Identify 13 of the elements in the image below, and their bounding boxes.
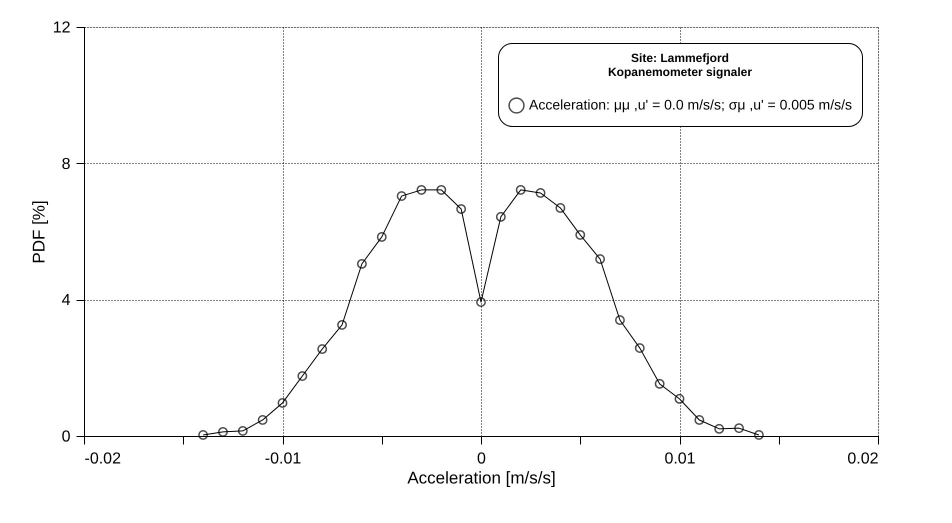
y-tick-label: 4 xyxy=(62,292,71,310)
legend-label: Acceleration: μμ ,u' = 0.0 m/s/s; σμ ,u' = 0.005 m/s/s xyxy=(529,96,852,112)
y-axis-title: PDF [%] xyxy=(30,200,49,264)
legend-title: Site: Lammefjord Kopanemometer signaler xyxy=(608,51,752,79)
x-tick-label: 0.01 xyxy=(664,450,696,468)
x-tick-label: 0 xyxy=(477,450,486,468)
x-tick-label: -0.02 xyxy=(84,450,122,468)
x-axis-title: Acceleration [m/s/s] xyxy=(407,468,556,488)
x-tick-label: 0.02 xyxy=(847,450,879,468)
x-tick-label: -0.01 xyxy=(264,450,302,468)
y-tick-label: 0 xyxy=(62,428,71,446)
y-tick-label: 8 xyxy=(62,156,71,173)
y-tick-label: 12 xyxy=(52,20,71,36)
